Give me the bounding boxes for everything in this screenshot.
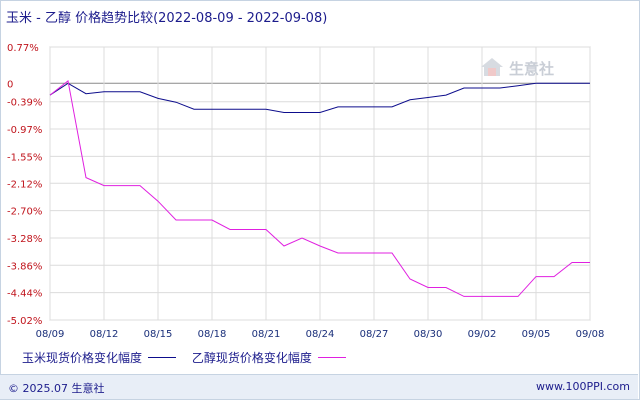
x-tick-label: 08/27 <box>360 329 389 340</box>
y-tick-label: -1.55% <box>7 152 42 163</box>
watermark-text: 生意社 <box>509 60 554 78</box>
y-axis-ticks: 0.77% 0 -0.39% -0.97% -1.55% -2.12% -2.70% -3.2… <box>7 43 42 327</box>
legend-item-ethanol: 乙醇现货价格变化幅度 <box>192 349 346 366</box>
x-tick-label: 09/08 <box>576 329 605 340</box>
x-tick-label: 09/05 <box>522 329 551 340</box>
x-tick-label: 08/30 <box>414 329 443 340</box>
series-lines <box>49 79 590 297</box>
footer-bar: © 2025.07 生意社 www.100PPI.com <box>0 374 638 399</box>
y-tick-label: -5.02% <box>7 316 42 327</box>
legend-label-ethanol: 乙醇现货价格变化幅度 <box>191 351 312 365</box>
grid <box>49 46 591 321</box>
y-tick-label: -3.28% <box>7 234 42 245</box>
house-logo-accent-icon <box>488 68 496 76</box>
footer-copyright: © 2025.07 生意社 <box>8 382 105 395</box>
x-tick-label: 08/24 <box>306 329 335 340</box>
y-tick-label: -2.12% <box>7 179 42 190</box>
footer-site-link[interactable]: www.100PPI.com <box>536 380 630 393</box>
x-tick-label: 08/12 <box>90 329 119 340</box>
x-tick-label: 09/02 <box>468 329 497 340</box>
series-line-ethanol <box>49 79 590 297</box>
legend-label-corn: 玉米现货价格变化幅度 <box>22 351 143 365</box>
x-axis-ticks: 08/09 08/12 08/15 08/18 08/21 08/24 08/27 08/30… <box>36 329 605 340</box>
line-chart: 0.77% 0 -0.39% -0.97% -1.55% -2.12% -2.70% -3.2… <box>7 43 605 340</box>
y-tick-label: -0.97% <box>7 125 42 136</box>
y-tick-label: 0.77% <box>7 43 39 54</box>
y-tick-label: -2.70% <box>7 207 42 218</box>
series-line-corn <box>49 82 590 113</box>
legend-item-corn: 玉米现货价格变化幅度 <box>22 349 177 366</box>
y-tick-label: -4.44% <box>7 289 42 300</box>
y-tick-label: 0 <box>7 79 13 90</box>
legend: 玉米现货价格变化幅度 乙醇现货价格变化幅度 <box>22 349 358 366</box>
watermark-logo: 生意社 <box>481 58 554 78</box>
house-logo-icon <box>481 58 503 76</box>
x-tick-label: 08/15 <box>144 329 173 340</box>
chart-title: 玉米 - 乙醇 价格趋势比较(2022-08-09 - 2022-09-08) <box>6 11 328 26</box>
y-tick-label: -3.86% <box>7 261 42 272</box>
x-tick-label: 08/21 <box>252 329 281 340</box>
x-tick-label: 08/09 <box>36 329 65 340</box>
legend-swatch-ethanol <box>317 357 346 358</box>
x-tick-label: 08/18 <box>198 329 227 340</box>
legend-swatch-corn <box>148 357 177 358</box>
y-tick-label: -0.39% <box>7 98 42 109</box>
